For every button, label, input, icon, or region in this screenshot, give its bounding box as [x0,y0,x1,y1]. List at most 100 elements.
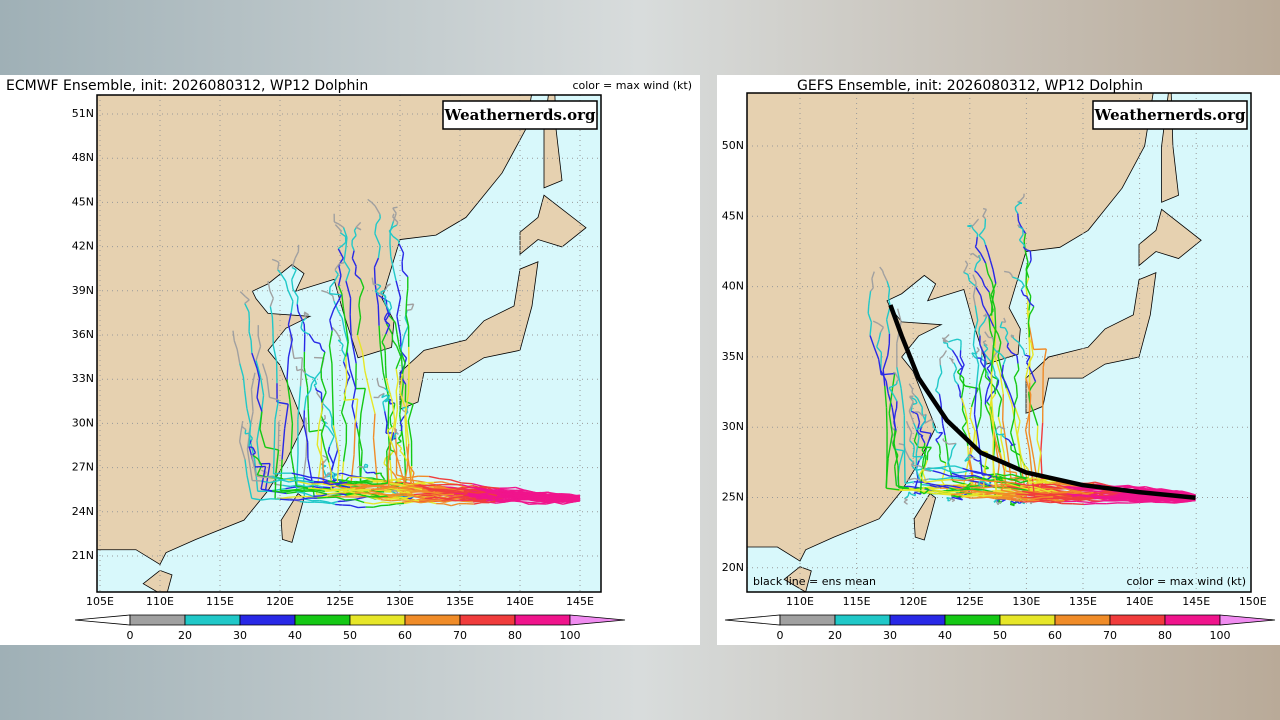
track-segment [1071,489,1080,493]
track-segment [355,226,362,231]
track-segment [353,230,357,236]
track-segment [935,489,948,493]
track-segment [910,410,915,414]
track-segment [373,504,382,508]
track-segment [887,288,891,298]
track-segment [387,426,393,432]
track-segment [320,423,326,435]
track-segment [367,485,380,488]
track-segment [387,464,390,488]
track-segment [378,385,385,389]
track-segment [379,495,389,498]
track-segment [898,457,903,466]
track-segment [250,340,253,354]
track-segment [1024,354,1031,358]
track-segment [296,491,305,494]
track-segment [997,333,1002,343]
track-segment [957,475,966,480]
track-segment [921,420,926,427]
track-segment [885,407,888,432]
lat-label: 50N [722,139,744,152]
track-segment [978,327,981,334]
track-segment [964,264,969,270]
track-segment [999,372,1004,395]
track-segment [390,492,403,496]
track-segment [360,479,370,483]
track-segment [954,380,959,385]
track-segment [1013,338,1020,344]
track-segment [972,480,980,483]
track-segment [238,441,246,460]
track-segment [946,496,952,500]
track-segment [982,209,988,217]
track-segment [380,473,385,480]
track-segment [946,342,949,348]
track-segment [997,355,1003,372]
lat-label: 45N [72,195,94,208]
track-segment [269,306,274,318]
track-segment [315,371,322,378]
track-segment [373,267,376,285]
track-segment [968,280,974,285]
track-segment [909,396,914,403]
colorbar-label: 30 [883,629,897,642]
title: ECMWF Ensemble, init: 2026080312, WP12 D… [6,78,368,94]
track-segment [1029,250,1032,261]
track-segment [335,503,343,506]
track-segment [363,494,372,498]
track-segment [308,487,320,490]
track-segment [984,376,990,381]
track-segment [520,500,530,505]
track-segment [1020,480,1029,484]
track-segment [974,246,982,254]
lat-label: 30N [72,416,94,429]
track-segment [243,427,247,431]
track-segment [974,263,978,270]
track-segment [867,313,873,323]
track-segment [1136,486,1146,489]
track-segment [1026,295,1032,304]
track-segment [948,487,959,492]
track-segment [486,499,496,502]
track-segment [1001,394,1004,421]
track-segment [896,485,910,489]
track-segment [444,493,454,496]
track-segment [570,499,581,504]
track-segment [395,345,402,357]
track-segment [338,262,345,265]
track-segment [322,403,326,407]
track-segment [331,326,337,333]
track-segment [380,289,386,293]
track-segment [982,341,988,347]
track-segment [1015,384,1018,397]
track-segment [873,347,880,360]
track-segment [385,422,388,434]
track-segment [1026,362,1032,372]
track-segment [910,395,914,398]
track-segment [1018,501,1022,505]
track-segment [401,500,412,503]
track-segment [333,221,340,226]
track-segment [385,377,390,390]
track-segment [364,501,374,505]
track-segment [938,393,942,404]
track-segment [350,486,365,489]
track-segment [392,213,397,222]
track-segment [379,344,384,373]
track-segment [961,409,968,423]
track-segment [922,486,925,489]
track-segment [994,307,997,329]
track-segment [382,402,386,412]
track-segment [951,443,957,451]
track-segment [348,489,361,493]
track-segment [1027,314,1031,324]
track-segment [396,442,403,450]
track-segment [277,269,282,274]
track-segment [913,478,919,491]
track-segment [979,343,982,349]
track-segment [942,439,949,445]
land [519,194,587,256]
lon-label: 110E [146,595,174,608]
track-segment [1076,500,1090,504]
track-segment [246,408,252,425]
